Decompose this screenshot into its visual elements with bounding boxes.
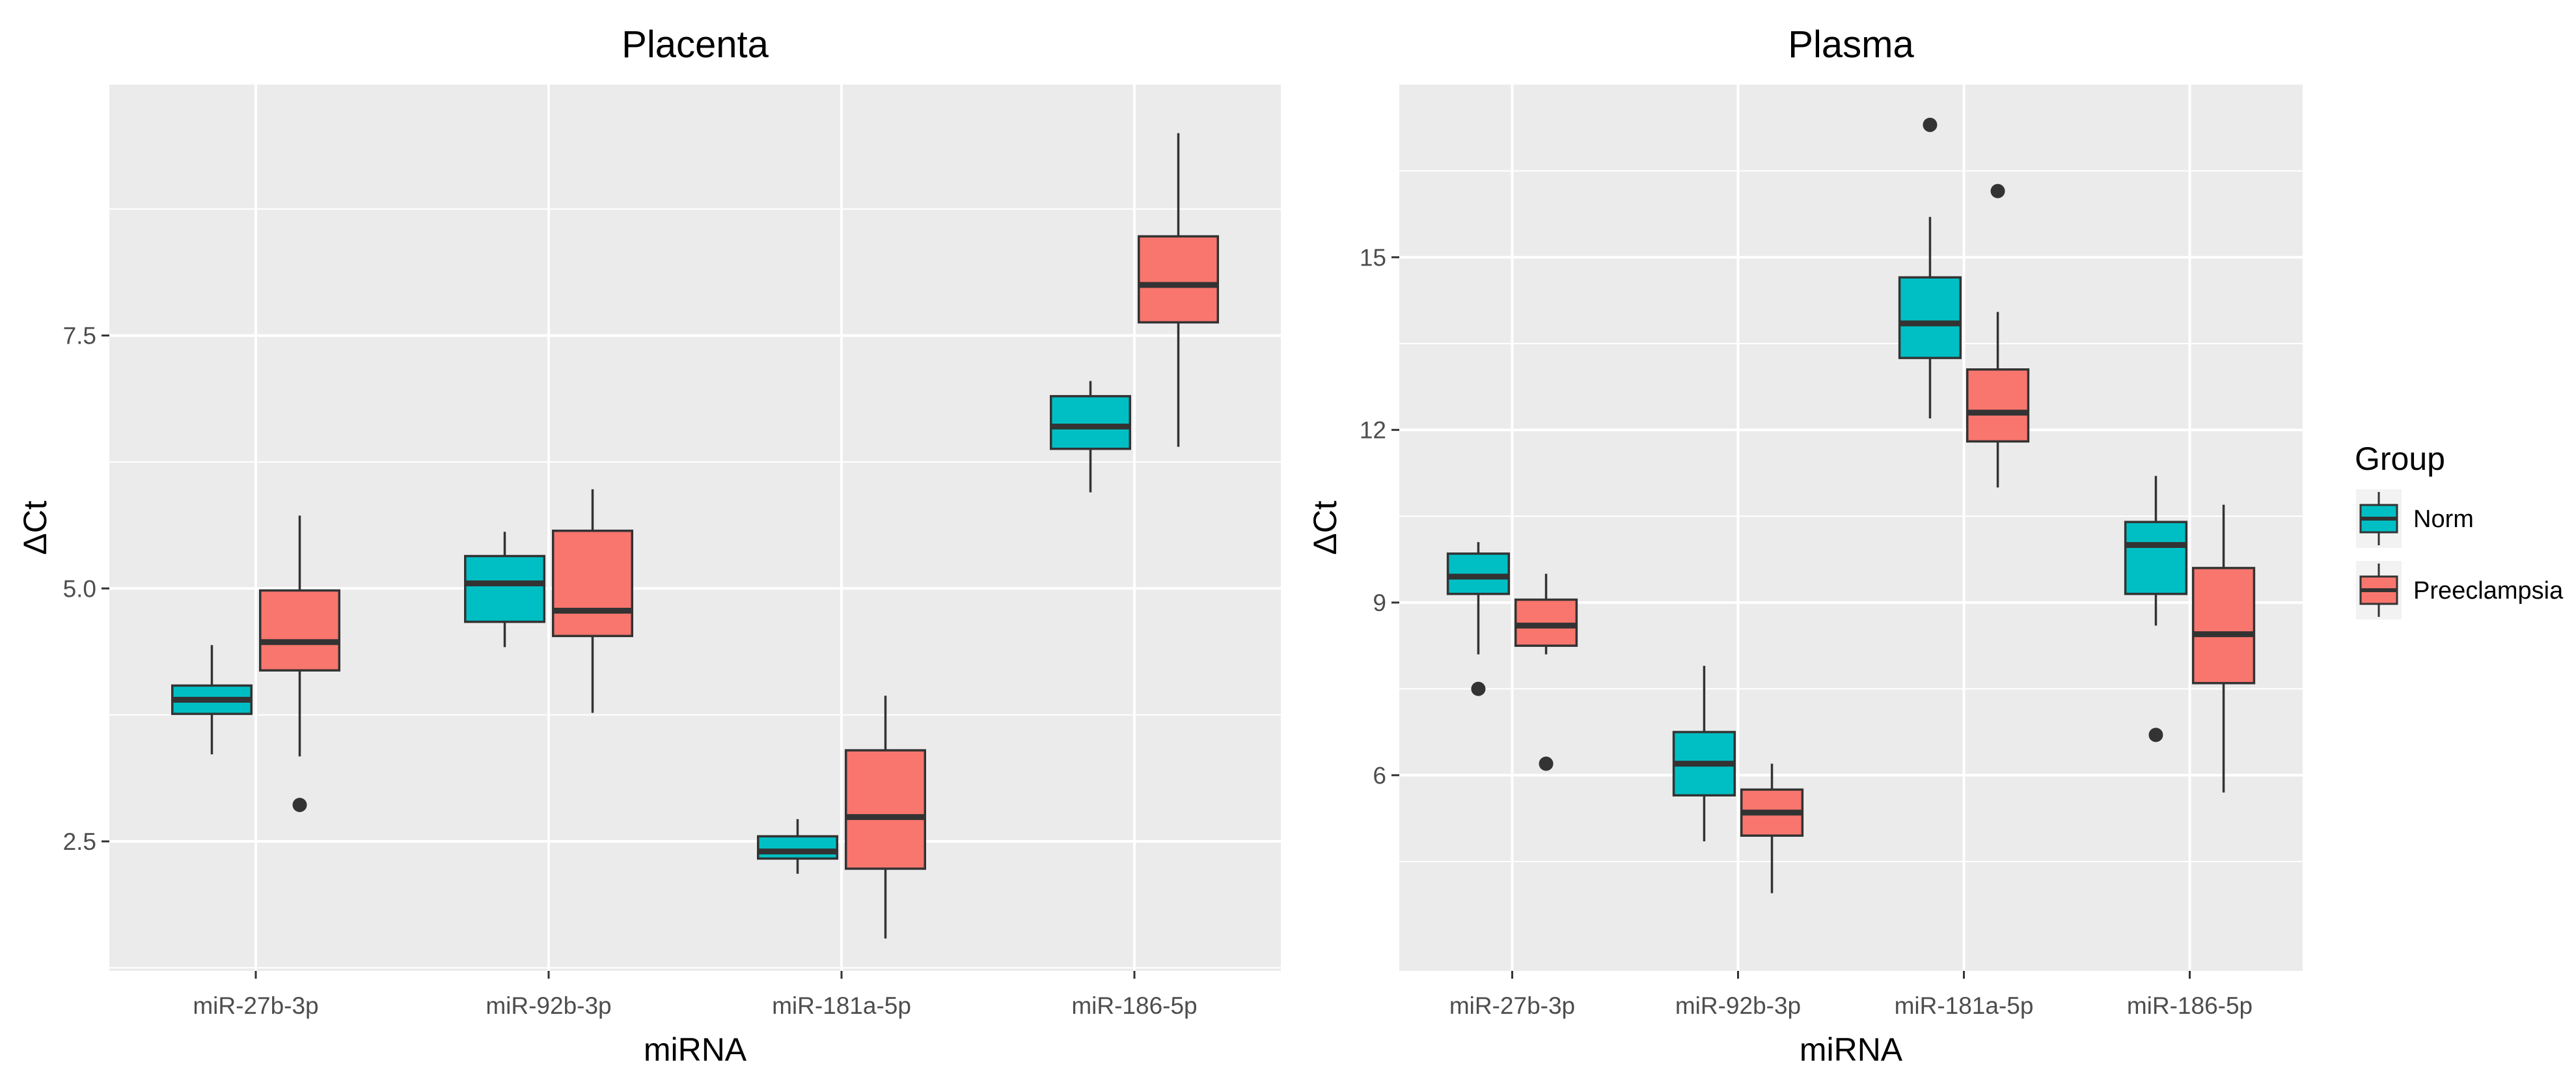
- box-norm-mir-186-5p: [2124, 476, 2188, 742]
- x-axis-ticks: miR-27b-3p miR-92b-3p miR-181a-5p miR-186-5…: [1449, 971, 2253, 1019]
- x-axis-title: miRNA: [644, 1031, 747, 1068]
- box-series: [1446, 117, 2256, 893]
- iqr-box: [1898, 276, 1962, 359]
- legend-title: Group: [2355, 441, 2445, 477]
- box-norm-mir-181a-5p: [757, 819, 838, 874]
- x-tick-label: miR-92b-3p: [1675, 992, 1801, 1019]
- y-axis-title: ΔCt: [1307, 500, 1343, 555]
- iqr-box: [1138, 235, 1219, 324]
- y-axis-ticks: 6 9 12 15: [1360, 244, 1399, 789]
- legend-label: Norm: [2413, 506, 2474, 533]
- iqr-box: [757, 835, 838, 860]
- box-norm-mir-181a-5p: [1898, 117, 1962, 418]
- iqr-box: [845, 749, 926, 870]
- box-preeclampsia-mir-181a-5p: [845, 696, 926, 939]
- y-tick-label: 15: [1360, 244, 1386, 271]
- gridlines: [109, 85, 1281, 971]
- iqr-box: [552, 529, 633, 638]
- box-preeclampsia-mir-181a-5p: [1966, 184, 2030, 488]
- legend-item-norm: Norm: [2356, 489, 2474, 548]
- y-tick-label: 5.0: [63, 575, 96, 602]
- box-series: [171, 133, 1219, 939]
- box-preeclampsia-mir-92b-3p: [1740, 763, 1804, 893]
- box-norm-mir-27b-3p: [171, 645, 253, 755]
- legend-label: Preeclampsia: [2413, 577, 2564, 605]
- y-tick-label: 9: [1373, 590, 1386, 616]
- x-tick-label: miR-181a-5p: [772, 992, 911, 1019]
- y-axis-ticks: 2.5 5.0 7.5: [63, 323, 109, 855]
- panel-title: Placenta: [622, 23, 769, 66]
- outlier-point: [1539, 756, 1554, 771]
- plot-background: [109, 85, 1281, 971]
- iqr-box: [1050, 395, 1131, 450]
- box-preeclampsia-mir-186-5p: [2191, 504, 2256, 793]
- x-tick-label: miR-27b-3p: [193, 992, 318, 1019]
- outlier-point: [1923, 117, 1938, 132]
- box-norm-mir-92b-3p: [1672, 666, 1736, 842]
- legend-keys: Norm Preeclampsia: [2356, 489, 2564, 619]
- box-preeclampsia-mir-27b-3p: [259, 515, 340, 813]
- x-axis-title: miRNA: [1800, 1031, 1903, 1068]
- box-preeclampsia-mir-92b-3p: [552, 489, 633, 713]
- x-tick-label: miR-181a-5p: [1895, 992, 2034, 1019]
- box-preeclampsia-mir-186-5p: [1138, 133, 1219, 447]
- x-tick-label: miR-92b-3p: [486, 992, 611, 1019]
- y-tick-label: 7.5: [63, 323, 96, 349]
- box-norm-mir-92b-3p: [464, 532, 545, 647]
- iqr-box: [259, 589, 340, 672]
- box-norm-mir-27b-3p: [1446, 542, 1511, 696]
- iqr-box: [2124, 521, 2188, 595]
- y-axis-title: ΔCt: [17, 500, 53, 555]
- outlier-point: [1990, 184, 2005, 198]
- x-tick-label: miR-186-5p: [2127, 992, 2253, 1019]
- outlier-point: [2148, 728, 2163, 742]
- legend-item-preeclampsia: Preeclampsia: [2356, 561, 2564, 619]
- y-tick-label: 12: [1360, 417, 1386, 444]
- legend: Group Norm Preeclampsia: [2355, 441, 2564, 619]
- box-preeclampsia-mir-27b-3p: [1514, 573, 1578, 771]
- x-tick-label: miR-27b-3p: [1449, 992, 1575, 1019]
- iqr-box: [1966, 368, 2030, 443]
- iqr-box: [2191, 567, 2256, 685]
- panel-title: Plasma: [1788, 23, 1914, 66]
- outlier-point: [1471, 681, 1486, 696]
- iqr-box: [464, 554, 545, 623]
- y-tick-label: 2.5: [63, 828, 96, 855]
- box-norm-mir-186-5p: [1050, 381, 1131, 493]
- outlier-point: [292, 798, 307, 813]
- y-tick-label: 6: [1373, 762, 1386, 789]
- x-tick-label: miR-186-5p: [1071, 992, 1197, 1019]
- x-axis-ticks: miR-27b-3p miR-92b-3p miR-181a-5p miR-186-5…: [193, 971, 1198, 1019]
- panel-placenta: 2.5 5.0 7.5 miR-27b-3p miR-92b-3p miR-181a-5…: [17, 23, 1281, 1068]
